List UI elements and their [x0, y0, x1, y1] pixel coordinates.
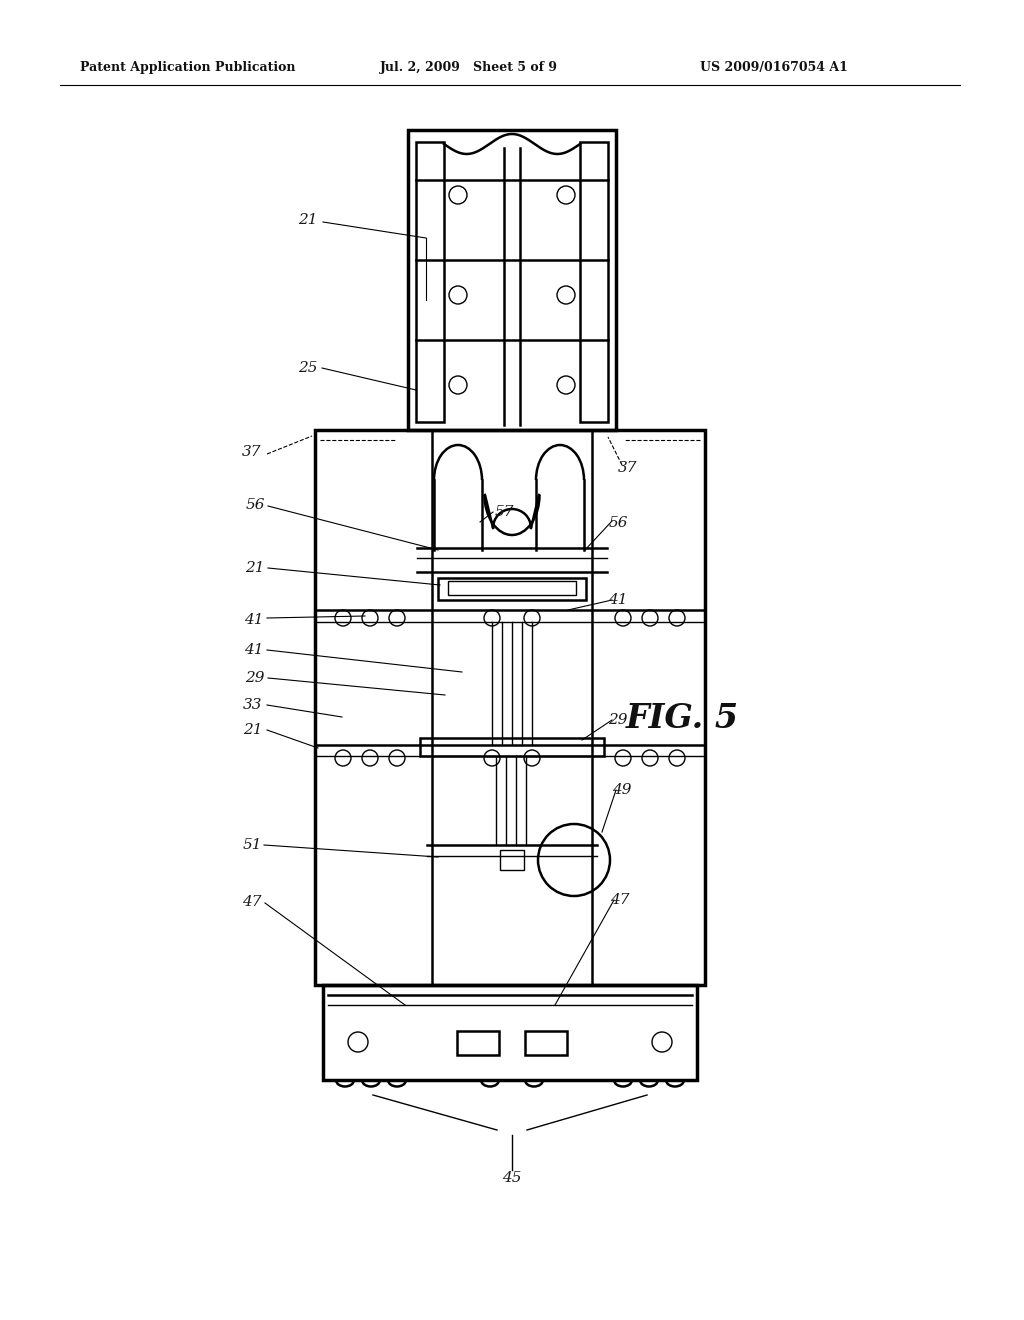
- Text: 51: 51: [243, 838, 262, 851]
- Text: 21: 21: [244, 723, 263, 737]
- Text: 37: 37: [243, 445, 262, 459]
- Bar: [315, 430, 705, 985]
- Text: 25: 25: [298, 360, 317, 375]
- Text: Jul. 2, 2009   Sheet 5 of 9: Jul. 2, 2009 Sheet 5 of 9: [380, 62, 558, 74]
- Text: 33: 33: [244, 698, 263, 711]
- Text: 41: 41: [245, 643, 264, 657]
- Text: Patent Application Publication: Patent Application Publication: [80, 62, 296, 74]
- Bar: [408, 129, 616, 430]
- Text: 41: 41: [245, 612, 264, 627]
- Bar: [449, 581, 575, 595]
- Bar: [438, 578, 586, 601]
- Bar: [432, 430, 592, 985]
- Text: 21: 21: [298, 213, 317, 227]
- Text: 29: 29: [246, 671, 265, 685]
- Text: 47: 47: [243, 895, 262, 909]
- Text: US 2009/0167054 A1: US 2009/0167054 A1: [700, 62, 848, 74]
- Bar: [525, 1031, 567, 1055]
- Bar: [420, 738, 604, 756]
- Text: 49: 49: [612, 783, 632, 797]
- Bar: [580, 143, 608, 422]
- Text: 56: 56: [608, 516, 628, 531]
- Bar: [500, 850, 524, 870]
- Text: 47: 47: [610, 894, 630, 907]
- Text: 21: 21: [246, 561, 265, 576]
- Bar: [416, 143, 444, 422]
- Text: 57: 57: [495, 506, 514, 519]
- Bar: [323, 985, 697, 1080]
- Text: FIG. 5: FIG. 5: [626, 701, 738, 734]
- Text: 41: 41: [608, 593, 628, 607]
- Text: 45: 45: [502, 1171, 522, 1185]
- Text: 29: 29: [608, 713, 628, 727]
- Text: 37: 37: [618, 461, 638, 475]
- Text: 56: 56: [246, 498, 265, 512]
- Bar: [457, 1031, 499, 1055]
